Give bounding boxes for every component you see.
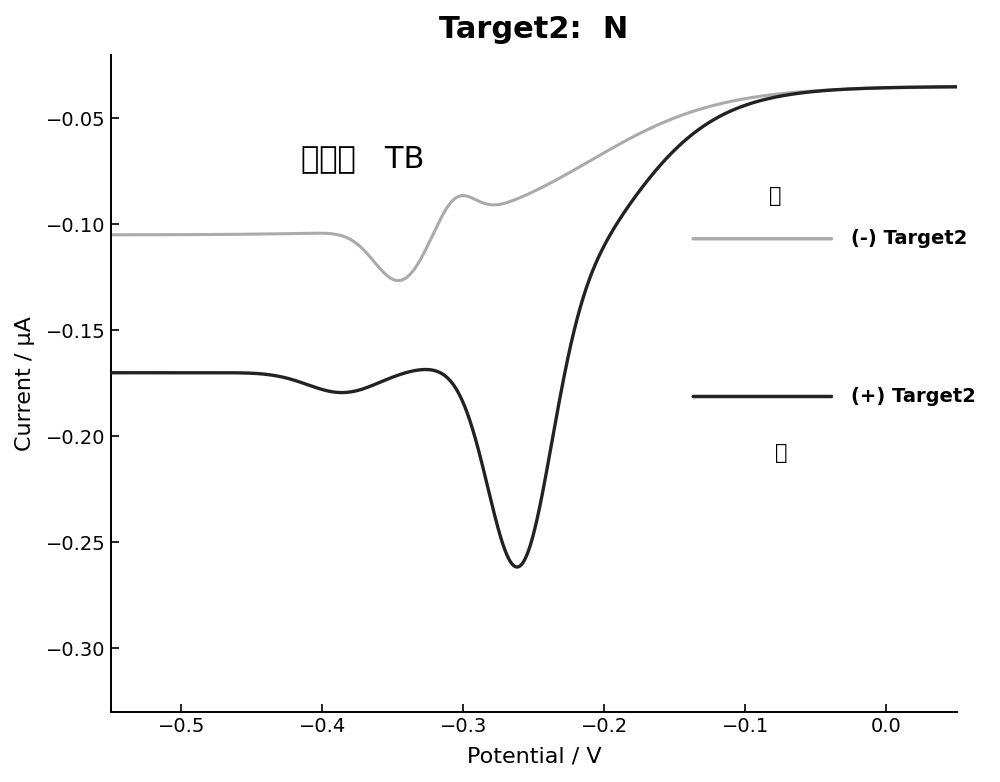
Title: Target2:  N: Target2: N	[439, 15, 628, 44]
Text: (-) Target2: (-) Target2	[851, 229, 968, 248]
Y-axis label: Current / μA: Current / μA	[15, 316, 35, 450]
X-axis label: Potential / V: Potential / V	[467, 747, 601, 767]
Text: (+) Target2: (+) Target2	[851, 387, 976, 406]
Text: 信号：   TB: 信号： TB	[301, 144, 425, 173]
Text: 上: 上	[769, 186, 781, 206]
Text: 下: 下	[775, 443, 788, 462]
